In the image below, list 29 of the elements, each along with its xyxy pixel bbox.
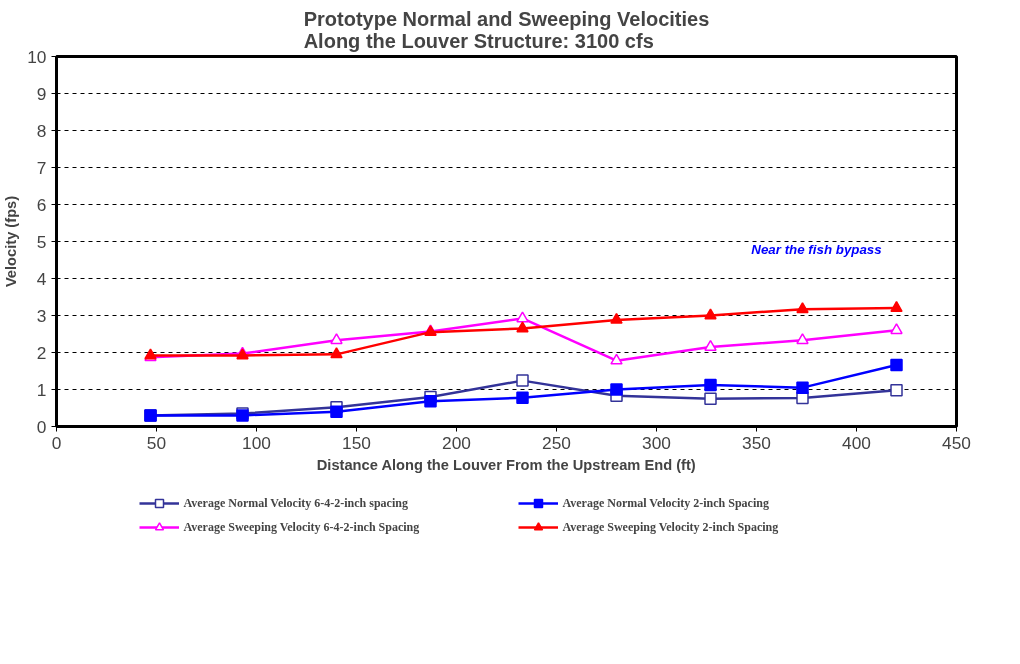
y-tick-label: 7 bbox=[36, 157, 47, 178]
chart-title: Prototype Normal and Sweeping Velocities Along the Louver Structure: 3100 cfs bbox=[303, 7, 710, 52]
y-tick-label: 3 bbox=[36, 305, 47, 326]
legend-label: Average Normal Velocity 2-inch Spacing bbox=[562, 495, 770, 511]
x-tick-label: 100 bbox=[242, 432, 271, 453]
x-tick-label: 200 bbox=[442, 432, 471, 453]
x-tick-label: 400 bbox=[842, 432, 871, 453]
y-tick-label: 5 bbox=[36, 231, 47, 252]
x-tick-label: 50 bbox=[146, 432, 167, 453]
y-tick-label: 2 bbox=[36, 342, 47, 363]
y-tick-label: 9 bbox=[36, 83, 47, 104]
y-tick-label: 6 bbox=[36, 194, 47, 215]
y-tick-label: 10 bbox=[27, 46, 47, 67]
annotation: Near the fish bypass bbox=[751, 241, 882, 257]
y-tick-label: 8 bbox=[36, 120, 47, 141]
x-tick-label: 300 bbox=[642, 432, 671, 453]
y-axis-title: Velocity (fps) bbox=[3, 195, 20, 288]
x-tick-label: 0 bbox=[51, 432, 62, 453]
x-tick-label: 150 bbox=[342, 432, 371, 453]
legend-label: Average Sweeping Velocity 6-4-2-inch Spacing bbox=[183, 519, 421, 535]
y-tick-label: 1 bbox=[36, 379, 47, 400]
x-tick-label: 250 bbox=[542, 432, 571, 453]
x-tick-label: 350 bbox=[742, 432, 771, 453]
x-tick-label: 450 bbox=[942, 432, 971, 453]
y-tick-label: 4 bbox=[36, 268, 47, 289]
x-axis-title: Distance Along the Louver From the Upstream End (ft) bbox=[316, 456, 696, 473]
y-tick-label: 0 bbox=[36, 416, 47, 437]
legend-label: Average Normal Velocity 6-4-2-inch spacing bbox=[183, 495, 409, 511]
legend-label: Average Sweeping Velocity 2-inch Spacing bbox=[562, 519, 780, 535]
